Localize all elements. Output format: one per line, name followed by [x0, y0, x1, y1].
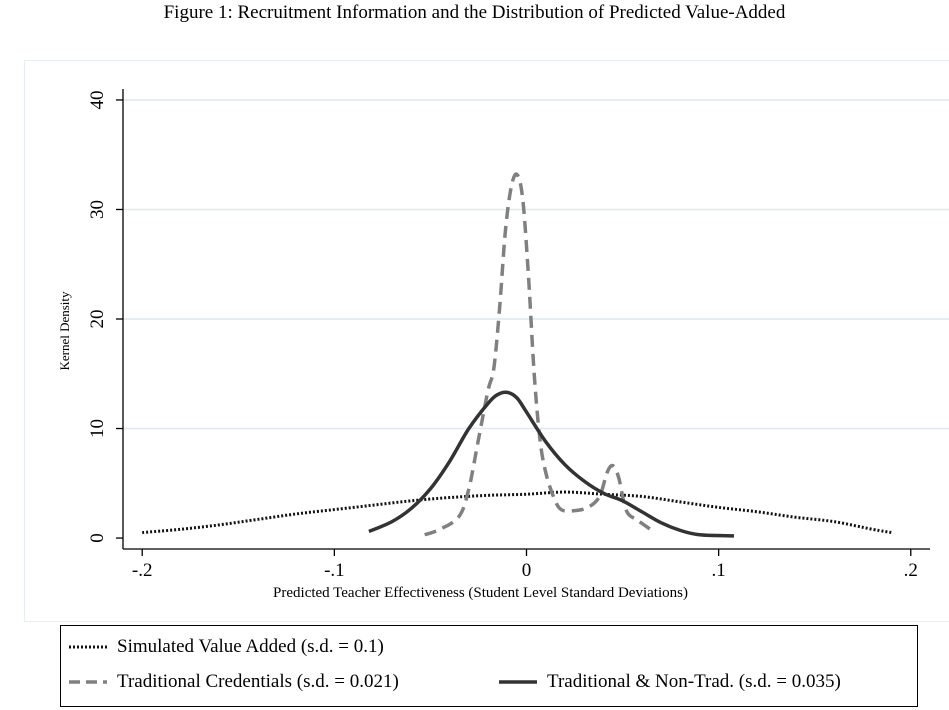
- x-tick-label-0: -.2: [132, 560, 153, 581]
- chart-svg: 0 10 20 30 40 -.2 -.1 0 .1 .2 Predicted Teacher Ef…: [57, 89, 949, 601]
- plot-panel: 0 10 20 30 40 -.2 -.1 0 .1 .2 Predicted Teacher Ef…: [24, 60, 949, 622]
- y-tick-label-2: 20: [87, 310, 108, 329]
- x-tick-label-3: .1: [712, 560, 726, 581]
- series-line-0: [142, 490, 892, 535]
- legend-item-traditional: Traditional Credentials (s.d. = 0.021): [69, 671, 399, 693]
- x-tick-label-4: .2: [904, 560, 918, 581]
- x-tick-label-1: -.1: [324, 560, 345, 581]
- figure-title: Figure 1: Recruitment Information and th…: [163, 2, 786, 23]
- x-axis-title: Predicted Teacher Effectiveness (Student…: [273, 585, 688, 601]
- legend-item-trad-nontrad: Traditional & Non-Trad. (s.d. = 0.035): [499, 671, 841, 693]
- series-line-1: [424, 172, 657, 537]
- legend-label-trad-nontrad: Traditional & Non-Trad. (s.d. = 0.035): [547, 671, 841, 692]
- y-tick-label-3: 30: [87, 200, 108, 219]
- legend-swatch-dashed: [69, 680, 107, 684]
- y-tick-label-0: 0: [87, 533, 108, 543]
- legend: Simulated Value Added (s.d. = 0.1) Tradi…: [60, 625, 918, 707]
- legend-swatch-solid: [499, 680, 537, 684]
- y-axis-title: Kernel Density: [57, 291, 72, 371]
- x-tick-label-2: 0: [522, 560, 532, 581]
- legend-label-simulated: Simulated Value Added (s.d. = 0.1): [117, 636, 384, 657]
- y-tick-label-1: 10: [87, 419, 108, 438]
- legend-swatch-dotted: [69, 645, 107, 649]
- y-tick-label-4: 40: [87, 90, 108, 109]
- legend-label-traditional: Traditional Credentials (s.d. = 0.021): [117, 671, 399, 692]
- series-line-2: [368, 390, 735, 538]
- legend-item-simulated: Simulated Value Added (s.d. = 0.1): [69, 636, 384, 658]
